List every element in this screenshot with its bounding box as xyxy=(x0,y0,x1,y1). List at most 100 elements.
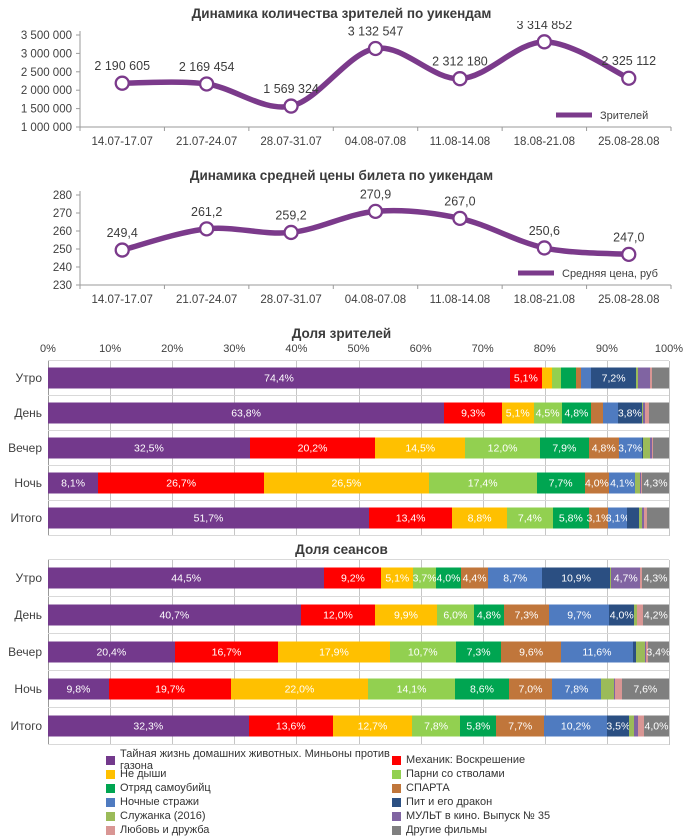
viewers-trend-plot: 3 500 000 3 000 000 2 500 000 2 000 000 1 50… xyxy=(0,18,683,164)
line-chart-svg: 280 270 260 250 240 230 14.07-17.07 21.07-24.07… xyxy=(53,187,672,306)
data-point-label: 250,6 xyxy=(529,224,560,238)
bar-segment: 51,7% xyxy=(48,507,370,529)
bar-segment-label: 9,9% xyxy=(394,609,418,621)
bar-segment xyxy=(627,507,640,529)
stacked-bar: 32,3% 13,6% 12,7% 7,8% 5,8% 7,7% 10,2% 3,5% 4,0% xyxy=(48,715,669,737)
y-tick-label: 3 000 000 xyxy=(21,48,72,60)
bar-segment-label: 7,7% xyxy=(548,477,573,489)
bar-segment-label: 63,8% xyxy=(231,407,261,419)
legend-item: Ночные стражи xyxy=(106,795,392,809)
bar-segment: 10,9% xyxy=(542,567,610,589)
legend-swatch xyxy=(106,797,115,807)
bar-segment xyxy=(645,641,648,663)
legend-label: Пит и его дракон xyxy=(406,796,493,808)
legend-label: Другие фильмы xyxy=(406,824,488,836)
bar-segment: 9,7% xyxy=(549,604,610,626)
bar-segment-label: 4,5% xyxy=(535,407,560,419)
bar-segment: 3,1% xyxy=(587,507,610,529)
bar-segment: 74,4% xyxy=(48,367,511,389)
bar-segment: 9,6% xyxy=(501,641,561,663)
bar-segment xyxy=(641,507,645,529)
bar-segment: 40,7% xyxy=(48,604,301,626)
bar-segment: 8,8% xyxy=(452,507,507,529)
grid-line xyxy=(669,560,670,745)
bar-segment: 4,7% xyxy=(611,567,641,589)
bar-segment xyxy=(635,472,640,494)
grid-line xyxy=(669,361,670,536)
bar-segment: 4,3% xyxy=(642,472,669,494)
legend-swatch xyxy=(106,825,115,835)
legend-item: СПАРТА xyxy=(392,781,550,795)
bar-segment xyxy=(637,367,651,389)
y-tick-label: 280 xyxy=(53,190,72,202)
bar-segment: 63,8% xyxy=(48,402,445,424)
bar-segment xyxy=(636,641,646,663)
bar-segment: 4,0% xyxy=(609,604,635,626)
row-label: Итого xyxy=(10,511,42,525)
bar-segment-label: 12,0% xyxy=(323,609,353,621)
bar-segment-label: 7,8% xyxy=(424,720,449,732)
bar-segment-label: 26,7% xyxy=(166,477,197,489)
y-tick-label: 230 xyxy=(53,280,72,292)
bar-segment: 3,5% xyxy=(606,715,630,737)
bar-segment: 5,1% xyxy=(501,402,534,424)
bar-segment: 7,2% xyxy=(591,367,636,389)
bar-segment xyxy=(552,367,561,389)
x-axis-tick: 20% xyxy=(161,343,184,355)
bar-segment-label: 3,7% xyxy=(618,442,643,454)
bar-row: Ночь 8,1% 26,7% 26,5% 17,4% 7,7% 4,0% 4,1% 4,3% xyxy=(14,466,669,501)
y-tick-label: 270 xyxy=(53,208,72,220)
bar-segment-label: 16,7% xyxy=(211,646,242,658)
bar-segment-label: 5,8% xyxy=(466,720,491,732)
stack-plot-area: 0% 10% 20% 30% 40% 50% 60% 70% 80% 90% 100% Утро 74,… xyxy=(8,343,683,536)
bar-segment: 4,5% xyxy=(533,402,562,424)
bar-segment-label: 9,3% xyxy=(461,407,486,419)
bar-segment xyxy=(639,472,641,494)
y-tick-label: 1 000 000 xyxy=(21,122,72,134)
bar-segment: 7,8% xyxy=(411,715,461,737)
row-label: Ночь xyxy=(14,476,42,490)
data-point-label: 2 169 454 xyxy=(179,60,235,74)
sessions-share-plot: Утро 44,5% 9,2% 5,1% 3,7% 4,0% 4,4% 8,7% 10,9% 4,… xyxy=(0,559,683,745)
bar-segment-label: 7,6% xyxy=(633,683,658,695)
bar-segment: 5,1% xyxy=(510,367,542,389)
bar-segment-label: 74,4% xyxy=(264,372,294,384)
bar-segment: 9,3% xyxy=(444,402,502,424)
x-tick-label: 21.07-24.07 xyxy=(176,136,237,148)
bar-segment xyxy=(634,604,637,626)
bar-segment-label: 8,7% xyxy=(503,572,528,584)
bar-segment: 4,1% xyxy=(609,472,635,494)
bar-segment: 6,0% xyxy=(436,604,474,626)
legend-item: Пит и его дракон xyxy=(392,795,550,809)
legend-column: Тайная жизнь домашних животных. Миньоны … xyxy=(106,748,392,837)
bar-row: День 40,7% 12,0% 9,9% 6,0% 4,8% 7,3% 9,7% 4,0% 4,… xyxy=(14,597,669,634)
bar-segment-label: 32,5% xyxy=(134,442,164,454)
bar-segment-label: 12,7% xyxy=(357,720,388,732)
bar-segment: 7,0% xyxy=(508,678,553,700)
bar-segment-label: 4,2% xyxy=(643,609,668,621)
y-tick-label: 2 500 000 xyxy=(21,67,72,79)
legend-label: Служанка (2016) xyxy=(120,810,206,822)
bar-segment-label: 6,0% xyxy=(443,609,468,621)
x-tick-label: 11.08-14.08 xyxy=(430,136,491,148)
bar-segment xyxy=(650,437,652,459)
bar-segment: 4,8% xyxy=(588,437,619,459)
bar-segment-label: 5,1% xyxy=(385,572,410,584)
data-point-marker xyxy=(114,242,130,258)
bar-segment: 17,9% xyxy=(278,641,390,663)
bar-segment xyxy=(603,402,619,424)
bar-segment xyxy=(640,472,643,494)
legend-swatch xyxy=(392,783,401,793)
legend-label: СПАРТА xyxy=(406,782,450,794)
bar-segment-label: 4,3% xyxy=(643,572,668,584)
bar-segment: 10,2% xyxy=(544,715,608,737)
bar-segment-label: 14,5% xyxy=(405,442,436,454)
legend-swatch xyxy=(392,825,401,835)
x-tick-label: 28.07-31.07 xyxy=(260,136,321,148)
bar-row: Ночь 9,8% 19,7% 22,0% 14,1% 8,6% 7,0% 7,8% 7,6% xyxy=(14,671,669,708)
bar-segment: 8,1% xyxy=(48,472,99,494)
bar-segment-label: 4,0% xyxy=(584,477,609,489)
y-tick-label: 1 500 000 xyxy=(21,104,72,116)
bar-segment: 32,5% xyxy=(48,437,250,459)
bar-segment xyxy=(645,641,646,663)
